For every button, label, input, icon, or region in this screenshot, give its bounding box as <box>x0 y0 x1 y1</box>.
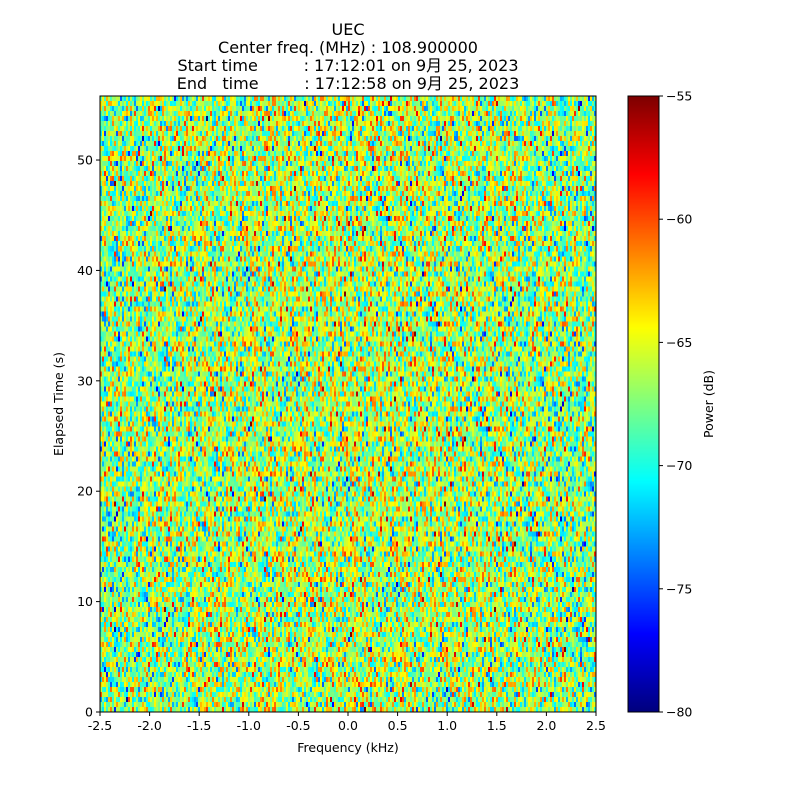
colorbar-label: Power (dB) <box>701 370 716 438</box>
x-tick-label: 0.5 <box>388 718 408 733</box>
x-tick-label: -2.0 <box>137 718 161 733</box>
plot-frame <box>99 95 597 713</box>
spectrogram-heatmap <box>100 96 596 712</box>
title-line-2: Center freq. (MHz) : 108.900000 <box>218 38 478 57</box>
y-tick-label: 30 <box>77 373 93 388</box>
y-tick-label: 20 <box>77 484 93 499</box>
colorbar-frame <box>627 95 660 713</box>
colorbar-tick-label: −75 <box>666 581 692 596</box>
colorbar-tick-label: −70 <box>666 458 692 473</box>
y-axis: 0 10 20 30 40 50 <box>77 153 100 720</box>
y-tick-label: 10 <box>77 594 93 609</box>
x-tick-label: 2.0 <box>536 718 556 733</box>
chart-title: UEC Center freq. (MHz) : 108.900000 Star… <box>177 20 520 93</box>
x-tick-label: 1.0 <box>437 718 457 733</box>
x-tick-label: -2.5 <box>88 718 112 733</box>
y-tick-label: 0 <box>85 705 93 720</box>
y-tick-label: 50 <box>77 153 93 168</box>
colorbar-tick-label: −80 <box>666 705 692 720</box>
x-tick-label: 1.5 <box>487 718 507 733</box>
x-tick-label: -1.0 <box>237 718 261 733</box>
title-line-4: End time : 17:12:58 on 9月 25, 2023 <box>177 74 520 93</box>
x-tick-label: -1.5 <box>187 718 211 733</box>
x-tick-label: -0.5 <box>286 718 310 733</box>
title-line-3: Start time : 17:12:01 on 9月 25, 2023 <box>177 56 518 75</box>
colorbar <box>628 96 659 712</box>
colorbar-tick-label: −60 <box>666 212 692 227</box>
y-tick-label: 40 <box>77 263 93 278</box>
colorbar-tick-label: −55 <box>666 89 692 104</box>
title-line-1: UEC <box>332 20 365 39</box>
colorbar-axis: −80 −75 −70 −65 −60 −55 <box>659 89 692 720</box>
y-axis-label: Elapsed Time (s) <box>51 352 66 456</box>
x-axis-label: Frequency (kHz) <box>297 740 399 755</box>
x-axis: -2.5 -2.0 -1.5 -1.0 -0.5 0.0 0.5 1.0 1.5 2.0 2.5 <box>88 712 606 733</box>
x-tick-label: 0.0 <box>338 718 358 733</box>
colorbar-tick-label: −65 <box>666 335 692 350</box>
x-tick-label: 2.5 <box>586 718 606 733</box>
